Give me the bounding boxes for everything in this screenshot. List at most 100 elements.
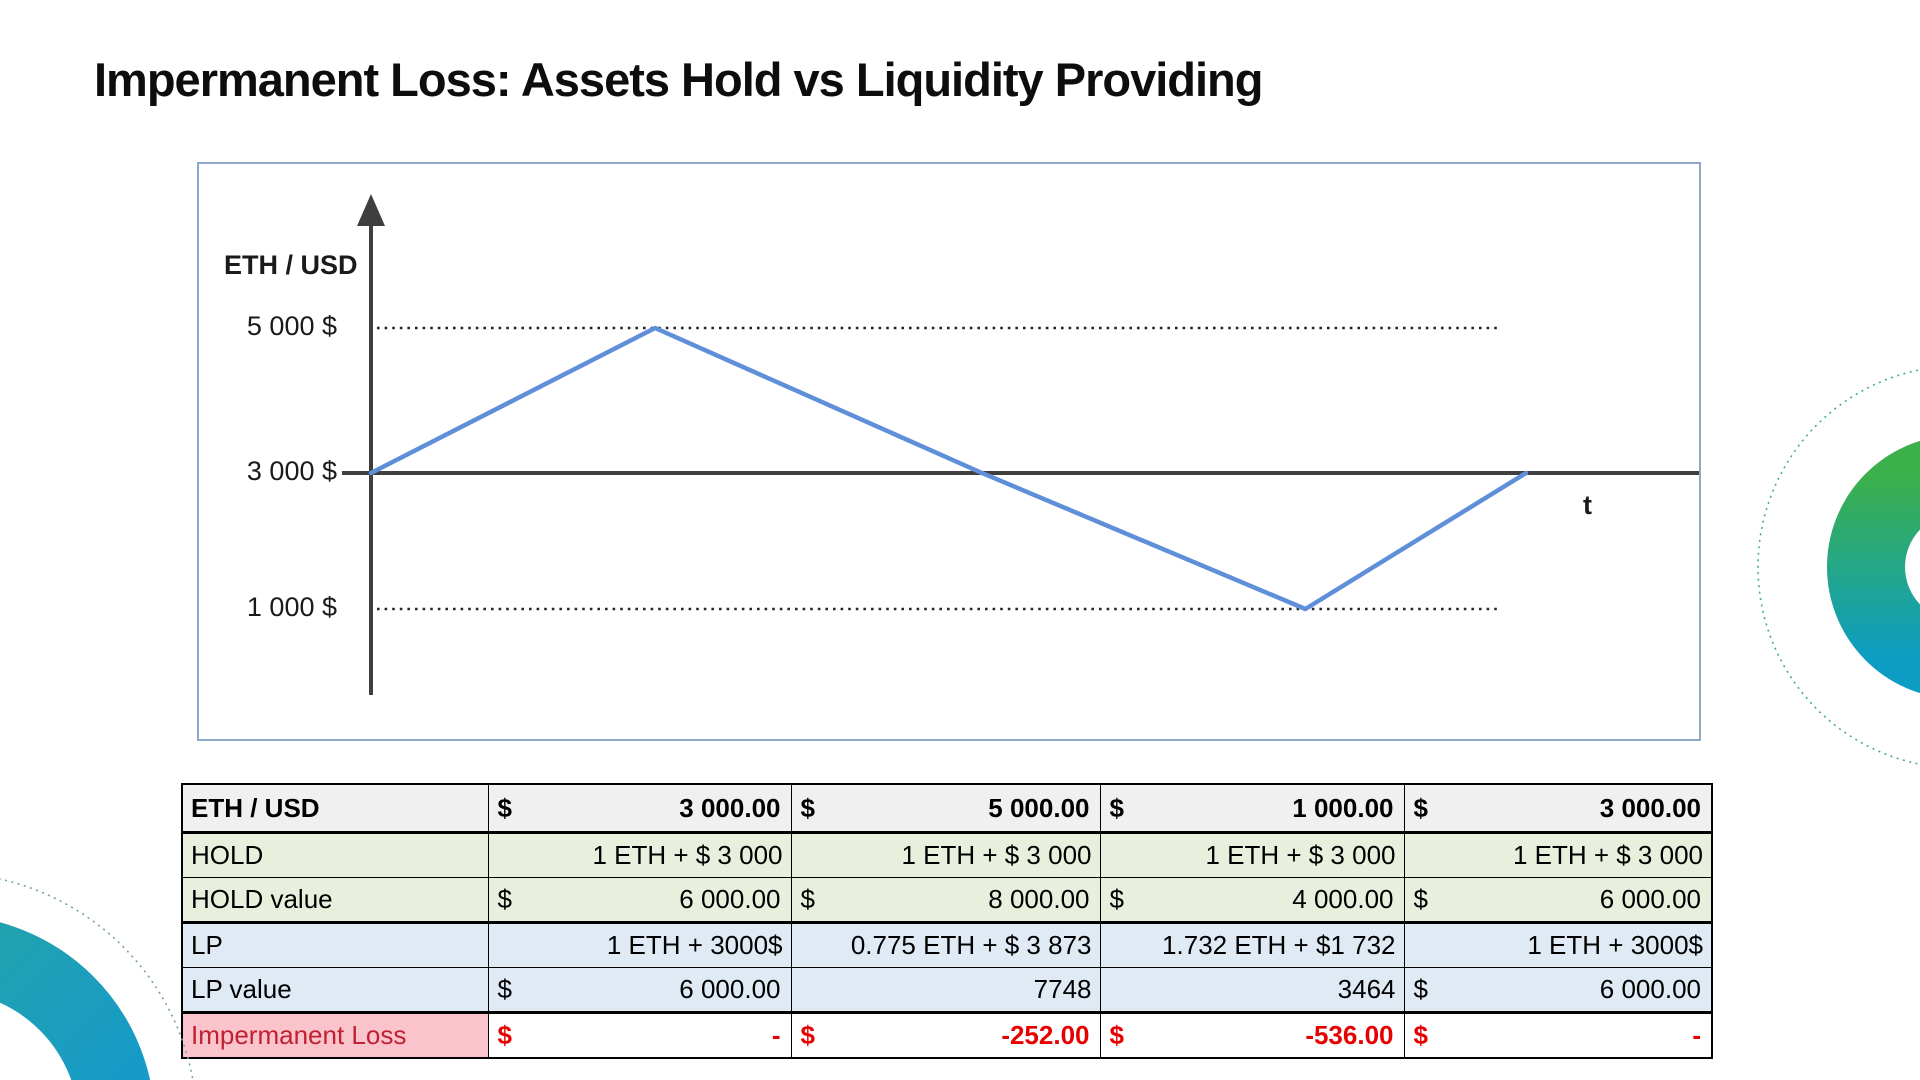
table-row-lp-value: LP value $6 000.00 7748 3464 $6 000.00 [181,967,1713,1014]
cell-2: 1.732 ETH + $1 732 [1099,922,1405,968]
cell-value-1: 1 ETH + $ 3 000 [901,840,1092,870]
cell-value-3: $6 000.00 [1405,884,1710,915]
price-chart-canvas [342,194,1699,695]
currency-symbol: $ [800,792,815,823]
cell-value-0: $6 000.00 [489,884,790,915]
cell-3: 1 ETH + $ 3 000 [1403,832,1713,878]
table-row-hold-value: HOLD value $6 000.00 $8 000.00 $4 000.00 $6 … [181,877,1713,924]
price-chart: ETH / USD t 5 000 $ 3 000 $ 1 000 $ [197,162,1701,741]
header-cell-0: $3 000.00 [487,783,792,834]
currency-symbol: $ [1413,974,1428,1004]
row-label: LP value [181,967,489,1014]
cell-3: $6 000.00 [1403,877,1713,924]
cell-value-3: 1 ETH + $ 3 000 [1512,840,1703,870]
cell-2: $4 000.00 [1099,877,1405,924]
cell-2: $ -536.00 [1099,1012,1405,1059]
y-tick-label-3000: 3 000 $ [246,456,337,486]
header-cell-1: $5 000.00 [790,783,1101,834]
currency-symbol: $ [1413,1020,1428,1050]
table-row-lp: LP 1 ETH + 3000$ 0.775 ETH + $ 3 873 1.732 … [181,922,1713,968]
cell-value-2: $ -536.00 [1101,1020,1403,1051]
dotted-circle-icon [1757,369,1920,765]
amount: 6 000.00 [679,974,781,1004]
currency-symbol: $ [1413,884,1428,914]
currency-symbol: $ [497,1020,512,1050]
header-label: ETH / USD [181,783,489,834]
cell-0: 1 ETH + $ 3 000 [487,832,792,878]
table-row-hold: HOLD 1 ETH + $ 3 000 1 ETH + $ 3 000 1 ETH … [181,832,1713,878]
cell-value-0: $ - [489,1020,790,1051]
amount: 8 000.00 [988,884,1090,914]
header-value-3: $3 000.00 [1405,792,1710,824]
cell-2: 1 ETH + $ 3 000 [1099,832,1405,878]
cell-1: 0.775 ETH + $ 3 873 [790,922,1101,968]
cell-0: $ - [487,1012,792,1059]
cell-value-2: $4 000.00 [1101,884,1403,915]
cell-2: 3464 [1099,967,1405,1014]
cell-value-1: $8 000.00 [792,884,1099,915]
y-tick-label-5000: 5 000 $ [246,311,337,341]
y-axis-title: ETH / USD [224,250,358,280]
currency-symbol: $ [1109,1020,1124,1050]
cell-3: $6 000.00 [1403,967,1713,1014]
amount: 1 000.00 [1292,792,1394,823]
x-axis-title: t [1583,490,1592,520]
cell-1: 1 ETH + $ 3 000 [790,832,1101,878]
row-label: Impermanent Loss [181,1012,489,1059]
table-header-row: ETH / USD $3 000.00 $5 000.00 $1 000.00 $3 0… [181,783,1713,834]
cell-value-1: 0.775 ETH + $ 3 873 [850,930,1092,960]
header-cell-3: $3 000.00 [1403,783,1713,834]
cell-1: 7748 [790,967,1101,1014]
header-value-2: $1 000.00 [1101,792,1403,824]
currency-symbol: $ [1413,792,1428,823]
header-cell-2: $1 000.00 [1099,783,1405,834]
y-axis-arrow-icon [357,194,385,226]
cell-1: $ -252.00 [790,1012,1101,1059]
amount: 3 000.00 [679,792,781,823]
cell-value-1: $ -252.00 [792,1020,1099,1051]
dotted-circle-icon [0,878,194,1080]
cell-value-0: 1 ETH + 3000$ [606,930,783,960]
amount: -252.00 [1001,1020,1090,1050]
cell-3: $ - [1403,1012,1713,1059]
amount: 6 000.00 [679,884,781,914]
currency-symbol: $ [800,884,815,914]
amount: 3 000.00 [1599,792,1701,823]
cell-value-2: 1 ETH + $ 3 000 [1205,840,1396,870]
cell-0: $6 000.00 [487,967,792,1014]
cell-value-0: 1 ETH + $ 3 000 [592,840,783,870]
cell-value-0: $6 000.00 [489,974,790,1005]
table-row-impermanent-loss: Impermanent Loss $ - $ -252.00 $ -536.00 $ - [181,1012,1713,1059]
currency-symbol: $ [1109,884,1124,914]
logo-ring-right [1757,369,1920,765]
cell-value-3: $6 000.00 [1405,974,1710,1005]
amount: -536.00 [1305,1020,1394,1050]
currency-symbol: $ [497,884,512,914]
currency-symbol: $ [1109,792,1124,823]
row-label: HOLD value [181,877,489,924]
cell-value-2: 1.732 ETH + $1 732 [1162,930,1396,960]
cell-0: $6 000.00 [487,877,792,924]
currency-symbol: $ [800,1020,815,1050]
comparison-table: ETH / USD $3 000.00 $5 000.00 $1 000.00 $3 0… [181,783,1713,1059]
currency-symbol: $ [497,974,512,1004]
row-label: LP [181,922,489,968]
amount: - [1692,1020,1701,1050]
amount: 6 000.00 [1599,884,1701,914]
currency-symbol: $ [497,792,512,823]
gradient-ring-icon [0,922,151,1080]
header-value-0: $3 000.00 [489,792,790,824]
amount: 5 000.00 [988,792,1090,823]
cell-3: 1 ETH + 3000$ [1403,922,1713,968]
row-label: HOLD [181,832,489,878]
price-line-series [368,325,1529,612]
amount: 6 000.00 [1599,974,1701,1004]
cell-0: 1 ETH + 3000$ [487,922,792,968]
y-tick-label-1000: 1 000 $ [246,592,337,622]
amount: 4 000.00 [1292,884,1394,914]
cell-value-3: $ - [1405,1020,1710,1051]
cell-1: $8 000.00 [790,877,1101,924]
header-value-1: $5 000.00 [792,792,1099,824]
cell-value-2: 3464 [1337,974,1396,1004]
